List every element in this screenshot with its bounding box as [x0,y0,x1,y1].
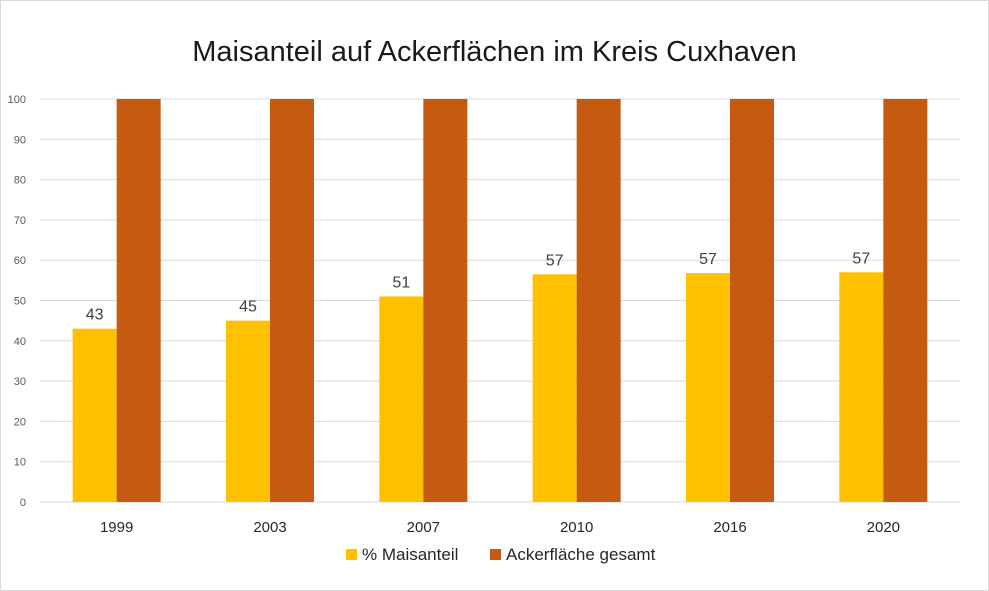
y-tick-label: 40 [14,336,26,348]
x-axis-categories: 1999 2003 2007 2010 2016 2020 [100,519,900,536]
x-category-label: 2007 [407,519,440,536]
bar-ackerflaeche [730,99,774,502]
x-category-label: 2016 [713,519,746,536]
bar-maisanteil [839,272,884,502]
y-tick-label: 100 [8,94,26,106]
y-axis-ticks: 0 10 20 30 40 50 60 70 80 90 100 [8,94,26,509]
bar-ackerflaeche [270,99,314,502]
bar-ackerflaeche [423,99,468,502]
bar-ackerflaeche [116,99,161,502]
bar-maisanteil [226,320,270,502]
gridlines [40,98,960,503]
data-label: 57 [852,250,870,267]
bar-maisanteil [72,328,117,502]
y-tick-label: 30 [14,376,26,388]
legend: % Maisanteil Ackerfläche gesamt [346,545,656,564]
y-tick-label: 80 [14,175,26,187]
x-category-label: 1999 [100,519,133,536]
bar-ackerflaeche [883,99,928,502]
legend-label: % Maisanteil [362,545,458,564]
y-tick-label: 0 [20,497,26,509]
y-tick-label: 70 [14,215,26,227]
bar-maisanteil [379,296,424,502]
data-label: 51 [392,274,410,291]
y-tick-label: 50 [14,296,26,308]
legend-swatch [490,549,501,560]
y-tick-label: 20 [14,416,26,428]
bar-maisanteil [532,274,577,502]
x-category-label: 2003 [253,519,286,536]
y-tick-label: 10 [14,457,26,469]
legend-label: Ackerfläche gesamt [506,545,656,564]
data-labels: 43 45 51 57 57 57 [86,250,871,323]
x-category-label: 2010 [560,519,593,536]
data-label: 45 [239,299,257,316]
chart-title: Maisanteil auf Ackerflächen im Kreis Cux… [192,36,797,68]
bar-ackerflaeche [576,99,621,502]
data-label: 57 [699,251,717,268]
legend-swatch [346,549,357,560]
bar-maisanteil [686,273,730,502]
y-tick-label: 60 [14,255,26,267]
data-label: 57 [546,252,564,269]
data-label: 43 [86,307,104,324]
y-tick-label: 90 [14,134,26,146]
x-category-label: 2020 [867,519,900,536]
bars [72,99,928,502]
